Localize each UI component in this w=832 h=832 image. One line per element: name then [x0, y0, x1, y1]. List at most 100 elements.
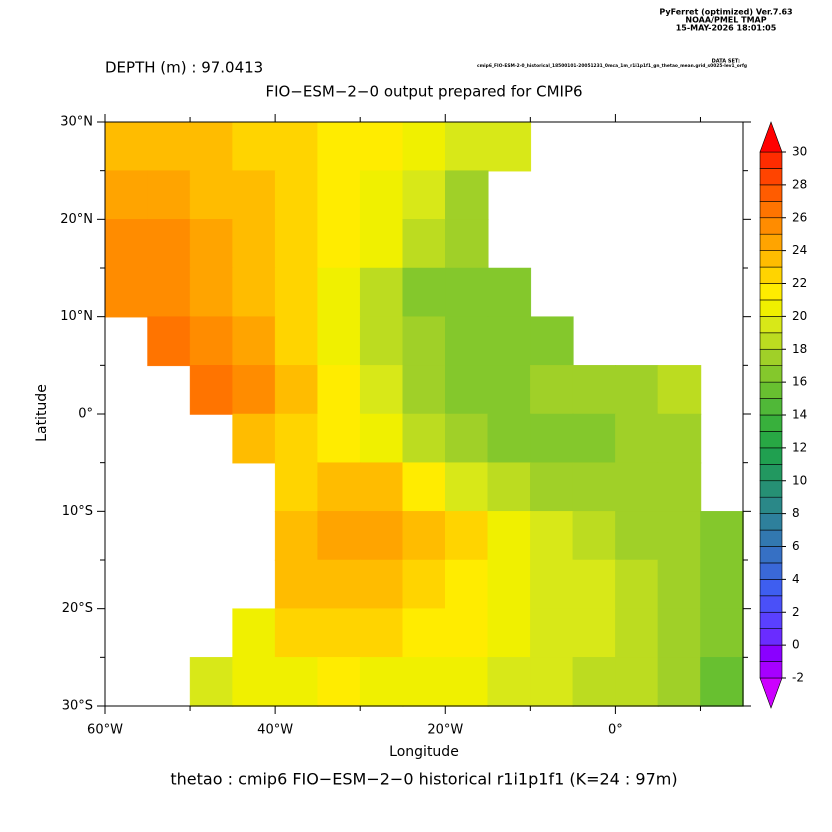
cell — [445, 170, 489, 221]
colorbar-tick-label: 2 — [792, 605, 800, 619]
cell — [615, 657, 659, 707]
colorbar-low — [759, 677, 783, 709]
colorbar-tick-label: 4 — [792, 572, 800, 586]
cell — [274, 121, 319, 172]
cell — [232, 365, 276, 415]
cell — [657, 559, 702, 610]
cell — [657, 608, 702, 659]
cell — [317, 121, 361, 172]
colorbar-box — [759, 447, 783, 465]
cell — [274, 559, 319, 610]
cell — [359, 219, 404, 269]
colorbar-box — [759, 628, 783, 646]
cell — [700, 608, 744, 659]
cell — [615, 608, 659, 659]
cell — [317, 462, 361, 513]
cell — [232, 316, 276, 367]
cell — [232, 170, 276, 221]
cell — [445, 121, 489, 172]
cell — [657, 511, 702, 561]
cell — [317, 316, 361, 367]
cell — [189, 170, 234, 221]
colorbar-box — [759, 168, 783, 186]
x-tick-label: 20°W — [427, 723, 463, 738]
cell — [359, 267, 404, 318]
colorbar-box — [759, 546, 783, 564]
cell — [359, 462, 404, 513]
cell — [402, 219, 447, 269]
y-tick-label: 30°S — [62, 699, 93, 714]
colorbar-box — [759, 184, 783, 202]
cell — [445, 365, 489, 415]
cell — [274, 657, 319, 707]
colorbar-box — [759, 348, 783, 366]
colorbar-box — [759, 316, 783, 334]
colorbar-tick-label: -2 — [792, 671, 804, 685]
colorbar-tick-label: 26 — [792, 210, 807, 224]
cell — [359, 170, 404, 221]
cell — [530, 511, 574, 561]
cell — [700, 511, 744, 561]
cell — [232, 608, 276, 659]
cell — [274, 267, 319, 318]
cell — [445, 511, 489, 561]
cell — [359, 608, 404, 659]
colorbar-tick-label: 30 — [792, 145, 807, 159]
cell — [317, 365, 361, 415]
cell — [657, 365, 702, 415]
cell — [572, 511, 617, 561]
cell — [487, 462, 532, 513]
cell — [700, 657, 744, 707]
cell — [232, 657, 276, 707]
dataset: cmip6_FIO-ESM-2-0_historical_18500101-20… — [477, 63, 747, 68]
cell — [615, 413, 659, 464]
cell — [147, 121, 191, 172]
cell — [487, 267, 532, 318]
cell — [445, 657, 489, 707]
cell — [147, 316, 191, 367]
cell — [104, 170, 149, 221]
cell — [615, 511, 659, 561]
colorbar-box — [759, 595, 783, 613]
cell — [402, 170, 447, 221]
y-tick-label: 0° — [78, 407, 93, 422]
cell — [445, 608, 489, 659]
colorbar-tick-label: 0 — [792, 638, 800, 652]
cell — [530, 462, 574, 513]
colorbar-box — [759, 644, 783, 662]
dataset-label: DATA SET: — [712, 59, 740, 65]
cell — [317, 608, 361, 659]
y-tick-label: 20°S — [62, 601, 93, 616]
cell — [147, 267, 191, 318]
software: PyFerret (optimized) Ver.7.63 — [659, 8, 792, 17]
cell — [657, 657, 702, 707]
cell — [530, 608, 574, 659]
cell — [530, 365, 574, 415]
cell — [657, 462, 702, 513]
depth-label: DEPTH (m) : 97.0413 — [105, 59, 263, 77]
colorbar-box — [759, 611, 783, 629]
cell — [487, 511, 532, 561]
cell — [402, 608, 447, 659]
cell — [572, 608, 617, 659]
cell — [657, 413, 702, 464]
colorbar-tick-label: 14 — [792, 408, 807, 422]
cell — [189, 267, 234, 318]
colorbar-tick-label: 6 — [792, 539, 800, 553]
colorbar-box — [759, 266, 783, 284]
cell — [317, 267, 361, 318]
colorbar-box — [759, 233, 783, 251]
y-tick-label: 30°N — [60, 115, 93, 130]
cell — [274, 608, 319, 659]
cell — [317, 657, 361, 707]
footer: thetao : cmip6 FIO−ESM−2−0 historical r1… — [170, 770, 677, 789]
colorbar-box — [759, 661, 783, 679]
cell — [402, 657, 447, 707]
cell — [445, 316, 489, 367]
cell — [487, 657, 532, 707]
colorbar-box — [759, 513, 783, 531]
cell — [274, 462, 319, 513]
cell — [615, 559, 659, 610]
x-axis-label: Longitude — [389, 744, 459, 760]
cell — [402, 413, 447, 464]
